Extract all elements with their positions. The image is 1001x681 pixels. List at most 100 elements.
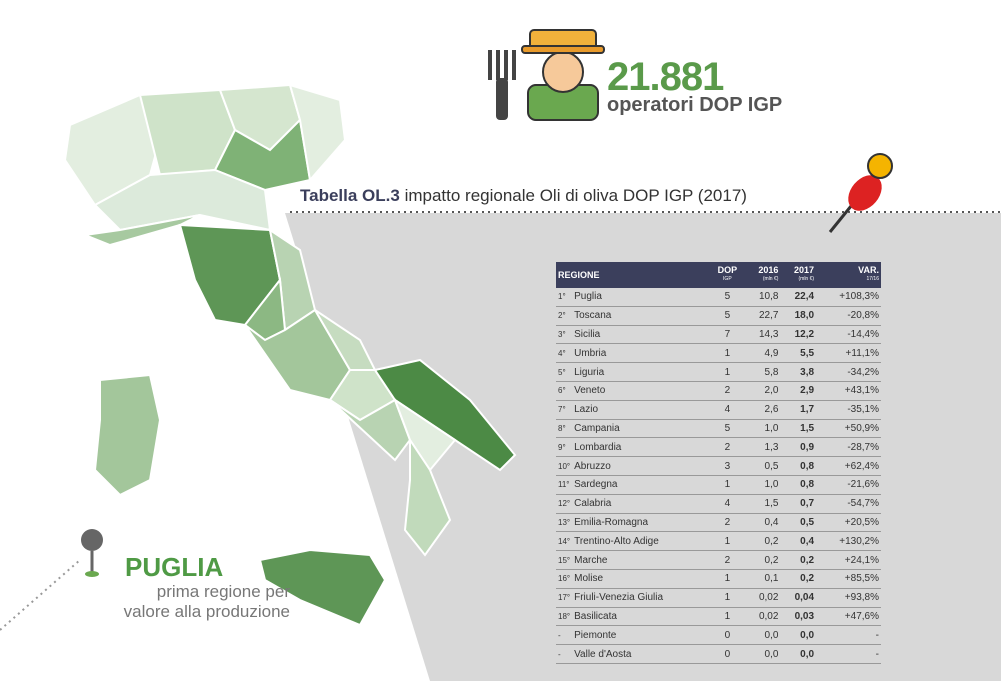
table-cell: -34,2% bbox=[816, 362, 881, 382]
table-cell: Sicilia bbox=[572, 325, 710, 345]
table-cell: 14° bbox=[556, 531, 573, 552]
table-row: 4° Umbria 1 4,9 5,5 +11,1% bbox=[556, 343, 881, 364]
table-cell: 0,7 bbox=[780, 494, 817, 514]
table-cell: 0,4 bbox=[780, 531, 817, 552]
table-cell: - bbox=[816, 644, 881, 664]
table-row: 5° Liguria 1 5,8 3,8 -34,2% bbox=[556, 362, 881, 382]
table-cell: 0,2 bbox=[780, 569, 817, 589]
table-cell: 1,7 bbox=[780, 400, 817, 420]
table-row: - Valle d'Aosta 0 0,0 0,0- bbox=[556, 644, 881, 664]
table-cell: -14,4% bbox=[816, 325, 881, 345]
table-cell: Emilia-Romagna bbox=[572, 513, 710, 533]
table-cell: Liguria bbox=[572, 362, 710, 382]
header-text: REGIONE bbox=[558, 269, 600, 280]
table-cell: - bbox=[556, 625, 573, 646]
table-cell: 1,0 bbox=[744, 419, 781, 439]
table-cell: Basilicata bbox=[572, 607, 710, 627]
header-text: DOP bbox=[717, 265, 738, 275]
table-cell: Trentino-Alto Adige bbox=[572, 531, 710, 552]
table-cell: 1 bbox=[709, 531, 745, 552]
header-text: (mln €) bbox=[762, 276, 779, 282]
table-cell: +130,2% bbox=[816, 531, 881, 552]
farmer-icon bbox=[521, 29, 605, 121]
table-cell: 0,9 bbox=[780, 437, 817, 458]
table-cell: Lombardia bbox=[572, 437, 710, 458]
table-cell: 13° bbox=[556, 513, 573, 533]
pin-icon bbox=[828, 153, 893, 233]
table-cell: 1,5 bbox=[744, 494, 781, 514]
table-row: 9° Lombardia 2 1,3 0,9 -28,7% bbox=[556, 437, 881, 458]
table-cell: 5,8 bbox=[744, 362, 781, 382]
table-cell: 0,03 bbox=[780, 607, 817, 627]
table-cell: 2 bbox=[709, 437, 745, 458]
table-cell: 1 bbox=[709, 607, 745, 627]
table-cell: 18° bbox=[556, 607, 573, 627]
header-cell: DOP IGP bbox=[709, 262, 745, 288]
table-row: - Piemonte 0 0,0 0,0- bbox=[556, 625, 881, 646]
table-cell: 2,0 bbox=[744, 381, 781, 401]
table-cell: 1 bbox=[709, 362, 745, 382]
table-cell: +11,1% bbox=[816, 343, 881, 364]
header-text: 2016 bbox=[758, 265, 779, 275]
table-row: 1° Puglia 5 10,8 22,4 +108,3% bbox=[556, 288, 881, 307]
table-cell: 15° bbox=[556, 550, 573, 570]
table-cell: 0,0 bbox=[780, 644, 817, 664]
header-cell: 2016 (mln €) bbox=[744, 262, 781, 288]
header-cell: 2017 (mln €) bbox=[780, 262, 817, 288]
table-cell: Lazio bbox=[572, 400, 710, 420]
table-cell: 0,4 bbox=[744, 513, 781, 533]
header-cell: REGIONE bbox=[556, 262, 710, 288]
table-cell: 4 bbox=[709, 494, 745, 514]
table-cell: Abruzzo bbox=[572, 456, 710, 476]
table-cell: 1° bbox=[556, 288, 573, 307]
table-cell: 1 bbox=[709, 569, 745, 589]
table-cell: 5 bbox=[709, 288, 745, 307]
table-row: 10° Abruzzo 3 0,5 0,8 +62,4% bbox=[556, 456, 881, 476]
table-row: 7° Lazio 4 2,6 1,7 -35,1% bbox=[556, 400, 881, 420]
table-row: 11° Sardegna 1 1,0 0,8 -21,6% bbox=[556, 475, 881, 495]
header-text: (mln €) bbox=[798, 276, 815, 282]
table-cell: 22,4 bbox=[780, 288, 817, 307]
italy-map bbox=[63, 83, 517, 627]
table-cell: +62,4% bbox=[816, 456, 881, 476]
table-cell: 0,8 bbox=[780, 456, 817, 476]
table-cell: -20,8% bbox=[816, 306, 881, 326]
table-cell: +50,9% bbox=[816, 419, 881, 439]
table-cell: Piemonte bbox=[572, 625, 710, 646]
table-row: 12° Calabria 4 1,5 0,7 -54,7% bbox=[556, 494, 881, 514]
table-cell: Umbria bbox=[572, 343, 710, 364]
table-cell: 0,1 bbox=[744, 569, 781, 589]
table-cell: Sardegna bbox=[572, 475, 710, 495]
table-cell: 0,0 bbox=[744, 644, 781, 664]
table-cell: 7 bbox=[709, 325, 745, 345]
table-cell: 3 bbox=[709, 456, 745, 476]
table-cell: 14,3 bbox=[744, 325, 781, 345]
table-cell: -35,1% bbox=[816, 400, 881, 420]
table-cell: 12° bbox=[556, 494, 573, 514]
header-text: VAR. bbox=[858, 265, 879, 275]
table-cell: 12,2 bbox=[780, 325, 817, 345]
table-cell: 0,2 bbox=[744, 550, 781, 570]
callout-region: PUGLIA bbox=[125, 552, 224, 582]
table-row: 16° Molise 1 0,1 0,2 +85,5% bbox=[556, 569, 881, 589]
table-cell: 17° bbox=[556, 588, 573, 608]
header-row: REGIONE DOP IGP 2016 (mln €) 2017 (mln €) VAR. 1… bbox=[556, 262, 881, 288]
header-cell: VAR. 17/16 bbox=[816, 262, 881, 288]
callout-line: valore alla produzione bbox=[123, 602, 290, 621]
table-cell: 10° bbox=[556, 456, 573, 476]
table-cell: 1,0 bbox=[744, 475, 781, 495]
table-cell: 6° bbox=[556, 381, 573, 401]
table-title: Tabella OL.3 impatto regionale Oli di ol… bbox=[300, 186, 747, 206]
table-cell: 0,0 bbox=[780, 625, 817, 646]
fork-icon bbox=[488, 50, 516, 120]
table-row: 18° Basilicata 1 0,02 0,03 +47,6% bbox=[556, 607, 881, 627]
table-row: 8° Campania 5 1,0 1,5 +50,9% bbox=[556, 419, 881, 439]
table-cell: 0,5 bbox=[744, 456, 781, 476]
table-cell: -21,6% bbox=[816, 475, 881, 495]
table-cell: 0,04 bbox=[780, 588, 817, 608]
table-cell: 0 bbox=[709, 644, 745, 664]
table-row: 6° Veneto 2 2,0 2,9 +43,1% bbox=[556, 381, 881, 401]
header-text: 2017 bbox=[794, 265, 815, 275]
table-row: 14° Trentino-Alto Adige 1 0,2 0,4 +130,2% bbox=[556, 531, 881, 552]
